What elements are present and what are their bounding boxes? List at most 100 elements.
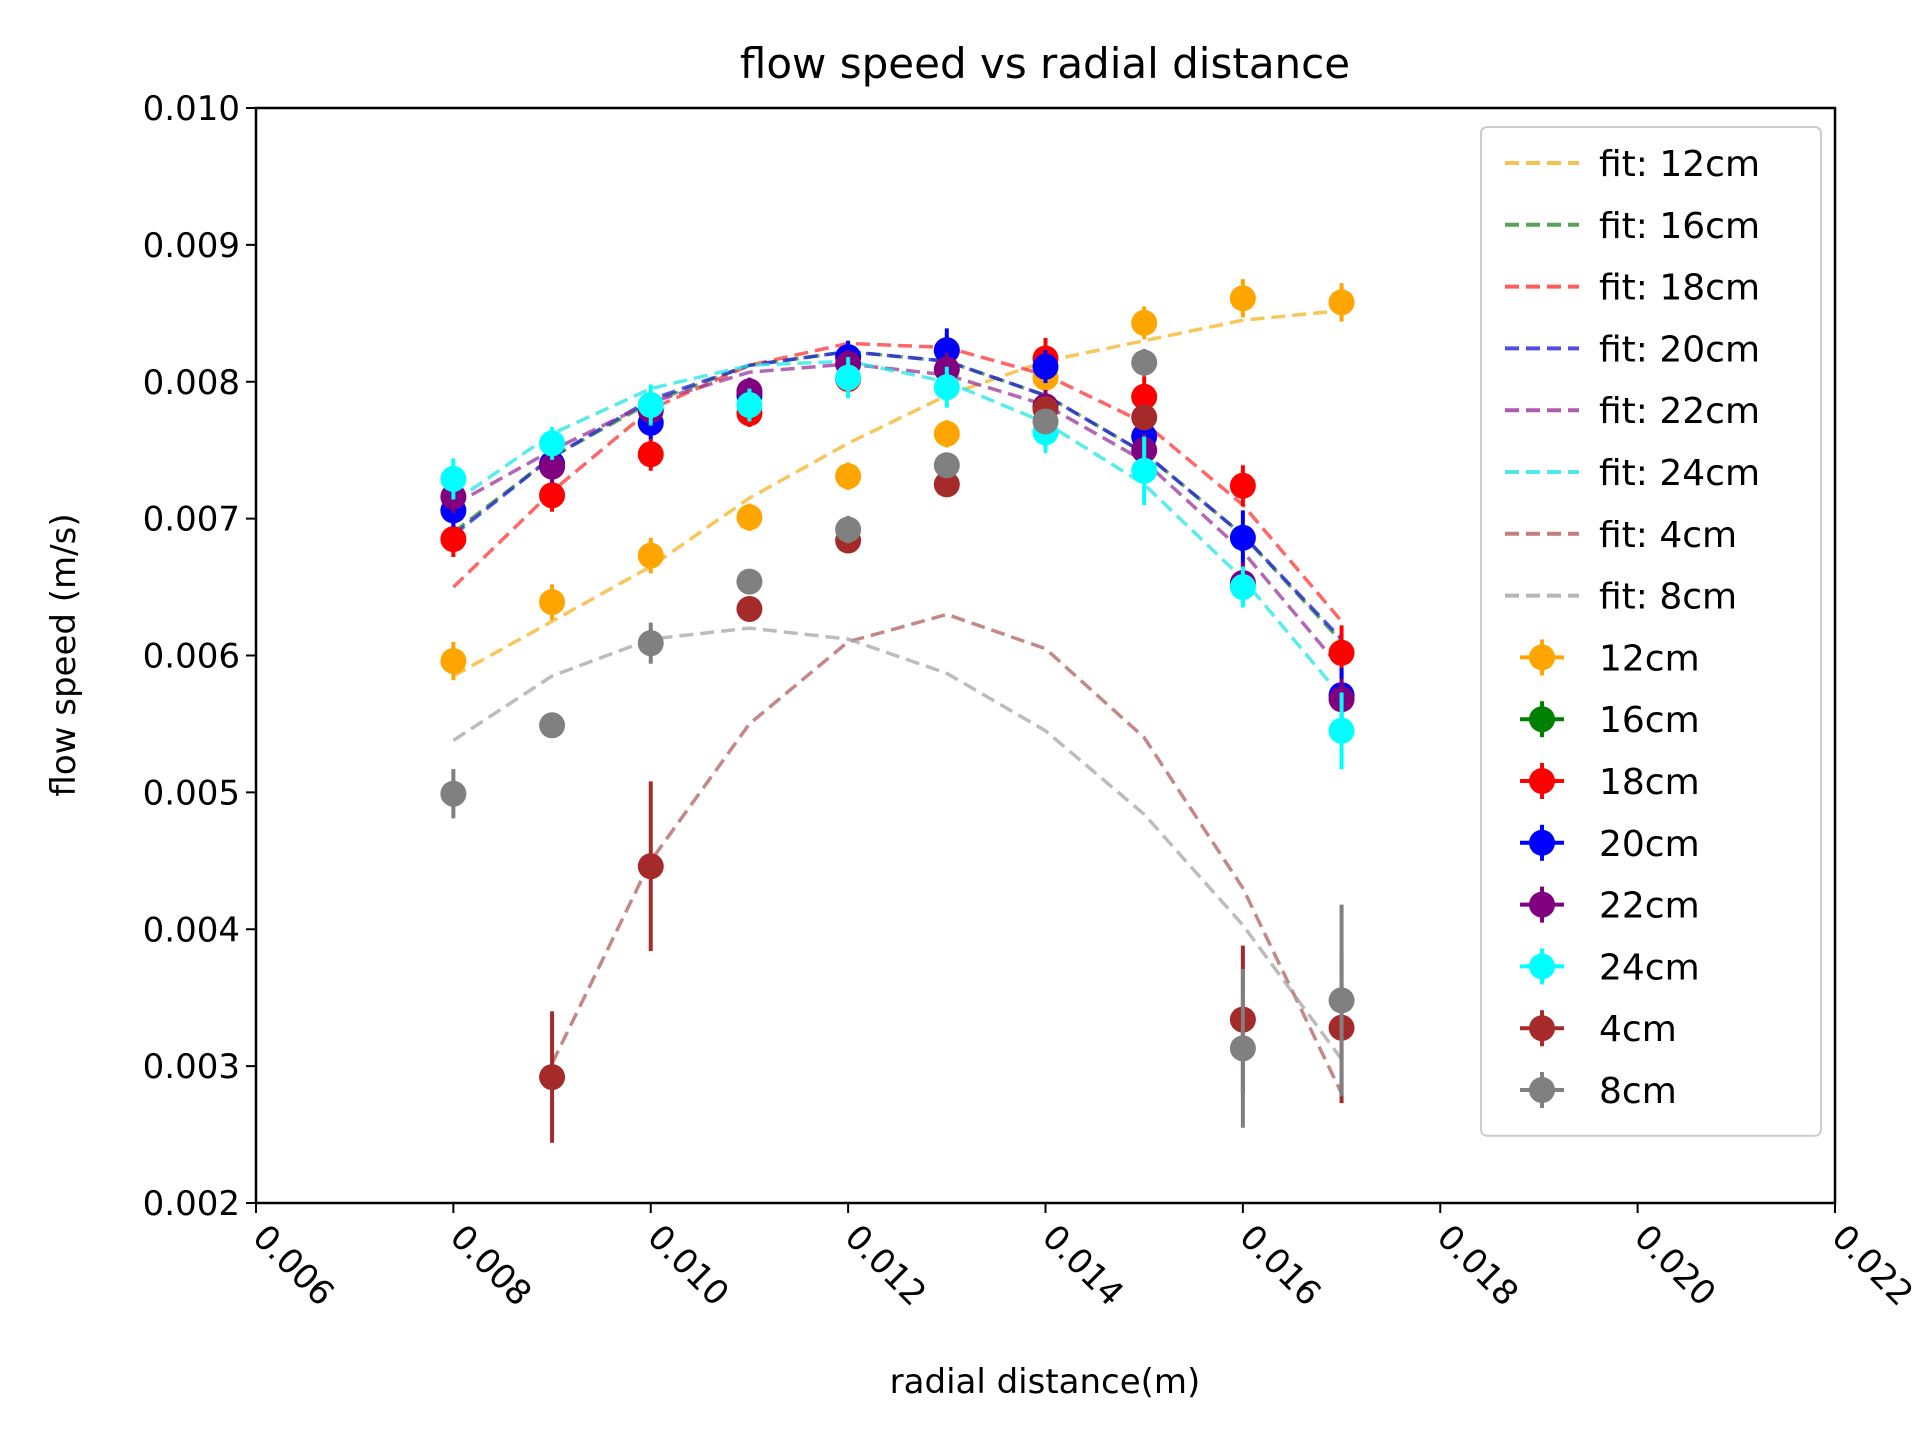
legend-label: 4cm (1599, 1009, 1677, 1050)
data-point-8cm (1032, 408, 1059, 435)
fit-line-fit-20cm (452, 349, 1343, 641)
y-tick-label: 0.005 (143, 773, 240, 813)
data-point-4cm (1131, 404, 1158, 431)
data-point-24cm (835, 364, 862, 391)
legend-swatch-marker (1529, 644, 1555, 671)
y-tick-label: 0.006 (143, 637, 240, 677)
legend-box (1480, 126, 1822, 1137)
data-point-18cm (539, 482, 566, 509)
data-point-24cm (1229, 574, 1256, 601)
x-tick-label: 0.020 (1626, 1217, 1723, 1314)
data-point-22cm (539, 453, 566, 480)
x-tick-label: 0.012 (837, 1217, 934, 1314)
legend-label: 24cm (1599, 947, 1700, 988)
data-point-8cm (1131, 349, 1158, 376)
data-point-24cm (933, 374, 960, 401)
legend-swatch-marker (1529, 953, 1555, 980)
data-point-12cm (539, 589, 566, 616)
y-tick-label: 0.007 (143, 500, 240, 540)
data-point-24cm (736, 392, 763, 419)
x-tick-label: 0.014 (1034, 1217, 1131, 1314)
legend-label: fit: 12cm (1599, 144, 1760, 185)
legend-swatch-marker (1529, 829, 1555, 856)
data-point-18cm (637, 441, 664, 468)
legend-label: 8cm (1599, 1071, 1677, 1112)
legend-label: fit: 16cm (1599, 206, 1760, 247)
data-point-12cm (933, 420, 960, 447)
fit-line-fit-24cm (452, 359, 1343, 698)
legend-label: fit: 4cm (1599, 515, 1737, 556)
x-tick-label: 0.010 (639, 1217, 736, 1314)
y-tick-label: 0.004 (143, 910, 240, 950)
legend-swatch-marker (1529, 1015, 1555, 1042)
legend-label: fit: 18cm (1599, 268, 1760, 309)
data-point-20cm (1032, 353, 1059, 380)
data-point-8cm (637, 630, 664, 657)
fit-line-fit-22cm (452, 362, 1343, 671)
data-point-12cm (1328, 289, 1355, 316)
legend: fit: 12cm fit: 16cm fit: 18cm fit: 20cm fit:… (1480, 126, 1822, 1137)
data-point-20cm (933, 337, 960, 364)
x-tick-label: 0.006 (245, 1217, 342, 1314)
data-point-12cm (440, 647, 467, 674)
x-tick-label: 0.022 (1824, 1217, 1920, 1314)
data-point-4cm (637, 853, 664, 880)
fit-line-fit-18cm (452, 341, 1343, 623)
data-points (440, 279, 1355, 1143)
chart-title: flow speed vs radial distance (740, 39, 1350, 88)
y-tick-label: 0.009 (143, 226, 240, 266)
data-point-18cm (1229, 472, 1256, 499)
x-tick-label: 0.008 (442, 1217, 539, 1314)
data-point-12cm (1229, 285, 1256, 312)
legend-label: 12cm (1599, 638, 1700, 679)
y-tick-label: 0.002 (143, 1184, 240, 1224)
fit-line-fit-4cm (550, 612, 1344, 1095)
fit-curves (452, 308, 1344, 1095)
data-point-8cm (1328, 987, 1355, 1014)
fit-line-fit-16cm (452, 349, 1343, 643)
data-point-18cm (1131, 383, 1158, 410)
fit-line-fit-12cm (452, 308, 1342, 678)
legend-swatch-marker (1529, 706, 1555, 733)
x-axis-title: radial distance(m) (890, 1362, 1201, 1402)
data-point-8cm (539, 712, 566, 739)
data-point-12cm (637, 542, 664, 569)
data-point-8cm (440, 780, 467, 807)
data-point-8cm (835, 516, 862, 543)
legend-label: fit: 22cm (1599, 391, 1760, 432)
y-axis-title: flow speed (m/s) (44, 513, 84, 796)
legend-label: 22cm (1599, 886, 1700, 927)
data-point-12cm (835, 463, 862, 490)
x-tick-label: 0.016 (1232, 1217, 1329, 1314)
legend-label: fit: 24cm (1599, 453, 1760, 494)
legend-label: fit: 20cm (1599, 329, 1760, 370)
y-tick-label: 0.008 (143, 363, 240, 403)
fit-line-fit-8cm (452, 626, 1344, 1061)
data-point-4cm (933, 471, 960, 498)
legend-label: 16cm (1599, 700, 1700, 741)
y-tick-label: 0.003 (143, 1047, 240, 1087)
legend-swatch-marker (1529, 891, 1555, 918)
plot-frame (254, 106, 1837, 1205)
x-tick-label: 0.018 (1429, 1217, 1526, 1314)
data-point-24cm (539, 430, 566, 457)
legend-label: fit: 8cm (1599, 577, 1737, 618)
y-tick-label: 0.010 (143, 89, 240, 129)
data-point-12cm (1131, 309, 1158, 336)
data-point-4cm (539, 1064, 566, 1091)
legend-swatch-marker (1529, 768, 1555, 794)
legend-swatch-marker (1529, 1077, 1555, 1103)
data-point-8cm (1229, 1035, 1256, 1062)
legend-label: 20cm (1599, 824, 1700, 865)
data-point-8cm (736, 568, 763, 595)
data-point-12cm (736, 504, 763, 531)
legend-label: 18cm (1599, 762, 1700, 803)
data-point-24cm (1131, 457, 1158, 484)
data-point-24cm (1328, 717, 1355, 744)
data-point-24cm (637, 392, 664, 419)
data-point-20cm (1229, 524, 1256, 551)
data-point-24cm (440, 465, 467, 492)
data-point-18cm (1328, 639, 1355, 666)
data-point-4cm (736, 595, 763, 622)
